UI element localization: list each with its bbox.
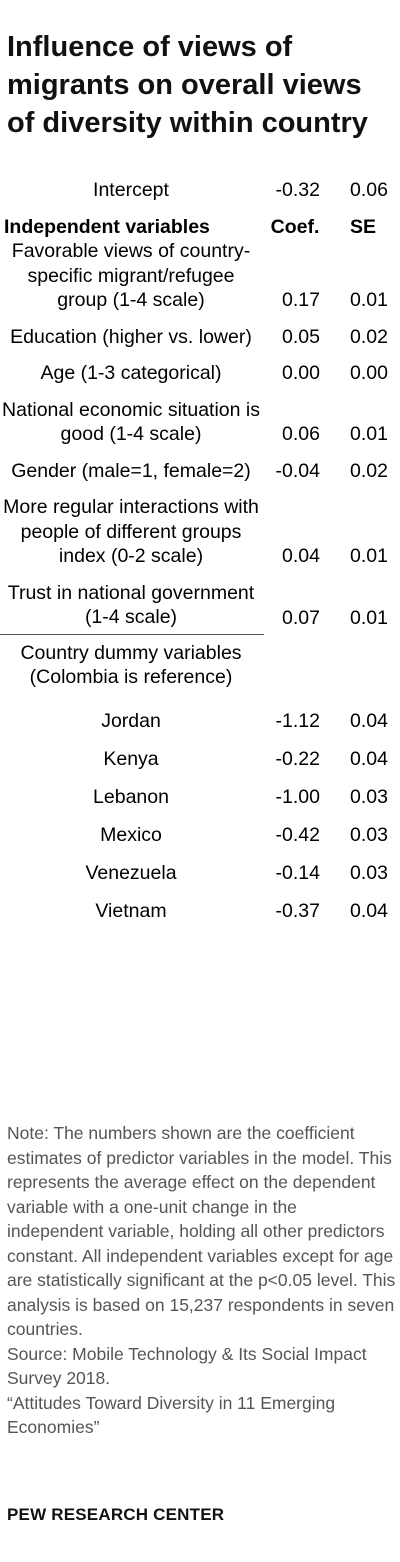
chart-title: Influence of views of migrants on overal… <box>7 31 368 139</box>
regression-table-body: Intercept -0.32 0.06 Independent variabl… <box>0 166 400 924</box>
table-row: Trust in national government (1-4 scale)… <box>0 572 400 635</box>
coef-value: -0.04 <box>275 459 320 482</box>
dummy-variables-label: Country dummy variables (Colombia is ref… <box>20 641 242 689</box>
coef-value: -1.12 <box>275 710 320 732</box>
table-row: More regular interactions with people of… <box>0 487 400 573</box>
se-value: 0.02 <box>350 325 388 348</box>
coef-value: -0.14 <box>275 862 320 884</box>
country-label: Venezuela <box>85 862 177 884</box>
variable-label: Education (higher vs. lower) <box>10 325 252 348</box>
country-label: Vietnam <box>95 900 167 922</box>
dummy-header-row: Country dummy variables (Colombia is ref… <box>0 634 400 696</box>
country-row: Mexico -0.42 0.03 <box>0 810 400 848</box>
coef-value: 0.07 <box>282 606 320 629</box>
pew-logo-text: PEW RESEARCH CENTER <box>7 1505 225 1524</box>
empty-cell <box>264 634 326 696</box>
intercept-row: Intercept -0.32 0.06 <box>0 166 400 202</box>
country-row: Lebanon -1.00 0.03 <box>0 772 400 810</box>
header-coef: Coef. <box>270 215 320 238</box>
coef-value: 0.05 <box>282 325 320 348</box>
table-row: Education (higher vs. lower) 0.05 0.02 <box>0 317 400 354</box>
se-value: 0.04 <box>350 900 388 922</box>
coef-value: -0.37 <box>275 900 320 922</box>
coef-value: -1.00 <box>275 786 320 808</box>
empty-cell <box>326 634 400 696</box>
country-label: Lebanon <box>93 786 169 808</box>
coef-value: 0.00 <box>282 362 320 384</box>
country-label: Kenya <box>103 748 159 770</box>
source-text: Source: Mobile Technology & Its Social I… <box>7 1343 367 1389</box>
variable-label: Trust in national government (1-4 scale) <box>0 572 264 635</box>
note-text: Note: The numbers shown are the coeffici… <box>7 1123 396 1339</box>
coef-value: 0.17 <box>282 289 320 311</box>
table-row: National economic situation is good (1-4… <box>0 390 400 451</box>
header-se: SE <box>349 215 376 238</box>
country-row: Vietnam -0.37 0.04 <box>0 886 400 924</box>
coef-value: 0.04 <box>282 545 320 567</box>
coef-value: 0.06 <box>282 423 320 445</box>
footnote: Note: The numbers shown are the coeffici… <box>7 1121 397 1440</box>
se-value: 0.03 <box>350 824 388 846</box>
se-value: 0.01 <box>350 545 388 567</box>
table-row: Gender (male=1, female=2) -0.04 0.02 <box>0 451 400 488</box>
se-value: 0.01 <box>350 606 388 629</box>
se-value: 0.01 <box>350 289 388 311</box>
table-row: Age (1-3 categorical) 0.00 0.00 <box>0 353 400 390</box>
country-row: Jordan -1.12 0.04 <box>0 696 400 734</box>
intercept-se: 0.06 <box>350 178 388 201</box>
table-row: Favorable views of country-specific migr… <box>0 239 400 317</box>
variable-label: Favorable views of country-specific migr… <box>11 240 251 311</box>
se-value: 0.03 <box>350 862 388 884</box>
intercept-coef: -0.32 <box>275 178 320 201</box>
country-row: Kenya -0.22 0.04 <box>0 734 400 772</box>
variable-label: Age (1-3 categorical) <box>40 362 222 384</box>
coef-value: -0.22 <box>275 748 320 770</box>
se-value: 0.03 <box>350 786 388 808</box>
variable-label: Gender (male=1, female=2) <box>11 459 251 482</box>
coef-value: -0.42 <box>275 824 320 846</box>
report-title: “Attitudes Toward Diversity in 11 Emergi… <box>7 1392 336 1438</box>
se-value: 0.02 <box>350 459 388 482</box>
variable-label: More regular interactions with people of… <box>3 496 259 567</box>
variable-label: National economic situation is good (1-4… <box>2 398 260 446</box>
country-row: Venezuela -0.14 0.03 <box>0 848 400 886</box>
se-value: 0.00 <box>350 362 388 384</box>
regression-table: Intercept -0.32 0.06 Independent variabl… <box>0 166 400 924</box>
se-value: 0.04 <box>350 710 388 732</box>
se-value: 0.04 <box>350 748 388 770</box>
country-label: Jordan <box>101 710 161 732</box>
se-value: 0.01 <box>350 423 388 445</box>
intercept-label: Intercept <box>93 178 169 201</box>
country-label: Mexico <box>100 824 162 846</box>
header-variables: Independent variables <box>4 215 210 238</box>
table-header-row: Independent variables Coef. SE <box>0 202 400 239</box>
